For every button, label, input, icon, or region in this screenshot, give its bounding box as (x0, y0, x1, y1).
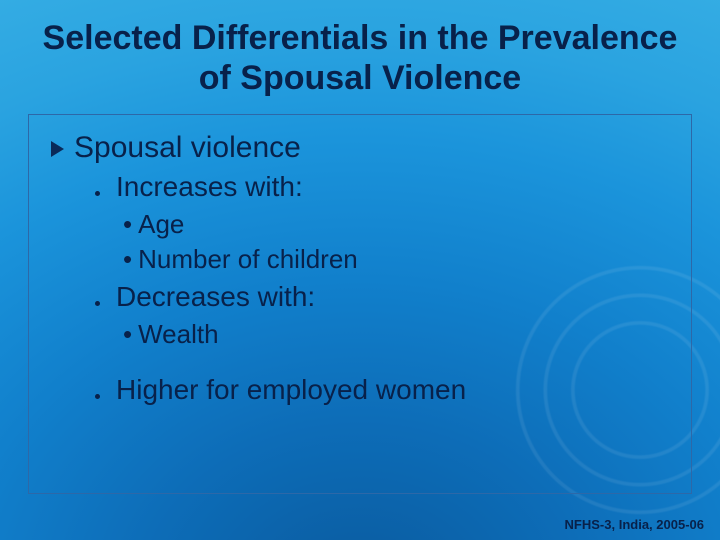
arrow-bullet-icon (51, 141, 64, 157)
sub-bullet-text: Higher for employed women (116, 374, 466, 406)
disc-bullet-icon: • (123, 246, 132, 272)
dot-bullet-icon (95, 191, 100, 196)
spacer (95, 354, 669, 368)
dot-bullet-icon (95, 301, 100, 306)
slide-container: Selected Differentials in the Prevalence… (0, 0, 720, 540)
disc-bullet-icon: • (123, 321, 132, 347)
main-bullet-text: Spousal violence (74, 131, 301, 165)
disc-bullet-icon: • (123, 211, 132, 237)
sub-bullet-text: Increases with: (116, 171, 303, 203)
sub-sub-text: Number of children (138, 244, 358, 275)
sub-sub-group: • Age • Number of children (123, 209, 669, 275)
footer-citation: NFHS-3, India, 2005-06 (565, 517, 704, 532)
slide-title: Selected Differentials in the Prevalence… (28, 18, 692, 98)
sub-sub-row: • Wealth (123, 319, 669, 350)
main-bullet-row: Spousal violence (51, 131, 669, 165)
sub-sub-row: • Number of children (123, 244, 669, 275)
sub-sub-text: Wealth (138, 319, 218, 350)
content-box: Spousal violence Increases with: • Age •… (28, 114, 692, 494)
sub-sub-group: • Wealth (123, 319, 669, 350)
sub-bullet-group: Increases with: • Age • Number of childr… (95, 171, 669, 406)
sub-sub-row: • Age (123, 209, 669, 240)
sub-sub-text: Age (138, 209, 184, 240)
sub-bullet-row: Decreases with: (95, 281, 669, 313)
sub-bullet-text: Decreases with: (116, 281, 315, 313)
sub-bullet-row: Increases with: (95, 171, 669, 203)
sub-bullet-row: Higher for employed women (95, 374, 669, 406)
dot-bullet-icon (95, 394, 100, 399)
